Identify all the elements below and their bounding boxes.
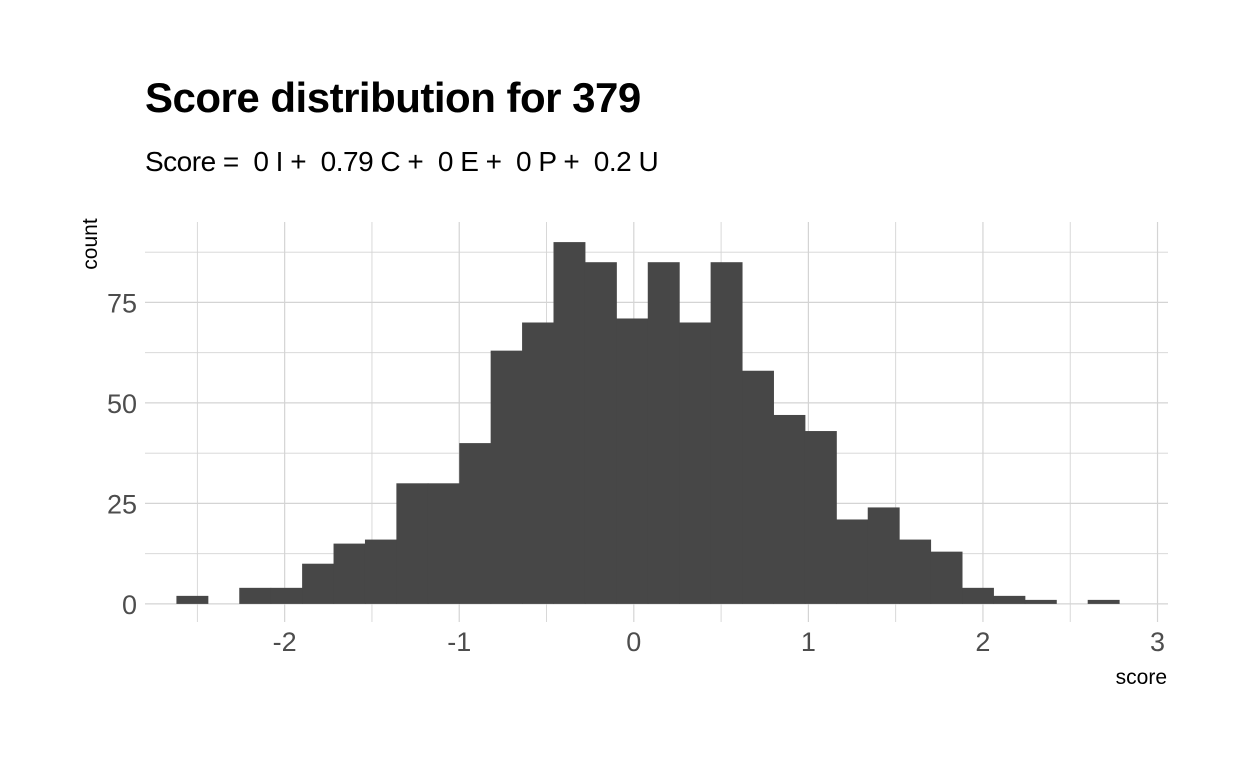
- histogram-bar: [616, 318, 649, 604]
- histogram-bar: [333, 543, 366, 604]
- histogram-bar: [427, 483, 460, 604]
- x-axis-title: score: [1116, 666, 1167, 689]
- x-tick-label: 2: [975, 627, 990, 657]
- histogram-bar: [867, 507, 900, 604]
- y-tick-label: 75: [107, 288, 137, 318]
- histogram-bar: [804, 431, 837, 604]
- histogram-bar: [899, 539, 932, 604]
- chart-subtitle: Score = 0 I + 0.79 C + 0 E + 0 P + 0.2 U: [145, 146, 659, 177]
- histogram-bar: [553, 242, 586, 604]
- histogram-bar: [1024, 599, 1057, 604]
- histogram-bar: [836, 519, 869, 604]
- histogram-bar: [993, 595, 1026, 604]
- y-axis-title: count: [79, 218, 102, 270]
- histogram-bars: [176, 242, 1120, 604]
- x-tick-label: 1: [801, 627, 816, 657]
- histogram-bar: [773, 414, 806, 604]
- histogram-bar: [459, 443, 492, 604]
- histogram-bar: [679, 322, 712, 604]
- y-tick-label: 25: [107, 489, 137, 519]
- histogram-bar: [647, 262, 680, 604]
- histogram-bar: [742, 370, 774, 604]
- histogram-bar: [490, 350, 523, 604]
- x-tick-label: -2: [273, 627, 297, 657]
- histogram-bar: [396, 483, 429, 604]
- histogram-bar: [364, 539, 397, 604]
- histogram-bar: [584, 262, 617, 604]
- histogram-bar: [302, 563, 335, 604]
- x-tick-label: 0: [626, 627, 641, 657]
- histogram-bar: [710, 262, 743, 604]
- histogram-bar: [270, 587, 303, 604]
- y-tick-label: 50: [107, 389, 137, 419]
- y-axis-ticks: 0 25 50 75: [107, 288, 137, 620]
- histogram-bar: [239, 587, 272, 604]
- histogram-bar: [176, 595, 209, 604]
- histogram-bar: [962, 587, 994, 604]
- x-axis-ticks: -2 -1 0 1 2 3: [273, 627, 1165, 657]
- x-tick-label: 3: [1150, 627, 1165, 657]
- histogram-bar: [522, 322, 555, 604]
- histogram-bar: [930, 551, 963, 604]
- y-tick-label: 0: [122, 590, 137, 620]
- x-tick-label: -1: [447, 627, 471, 657]
- histogram-bar: [1087, 599, 1120, 604]
- chart-title: Score distribution for 379: [145, 74, 641, 121]
